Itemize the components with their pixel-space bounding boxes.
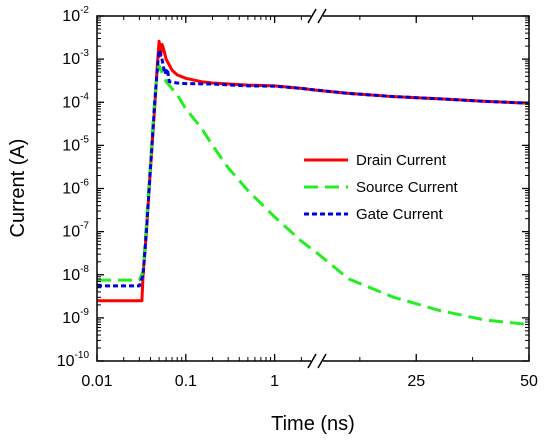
legend: Drain Current Source Current Gate Current bbox=[304, 152, 459, 223]
series-layer bbox=[97, 39, 529, 327]
series-line-drain-current bbox=[97, 39, 529, 303]
y-tick-label: 10-10 bbox=[57, 350, 90, 370]
y-tick-label: 10-6 bbox=[62, 178, 89, 198]
y-tick-label: 10-9 bbox=[62, 307, 89, 327]
legend-label: Gate Current bbox=[356, 206, 444, 223]
x-tick-label: 25 bbox=[407, 373, 425, 390]
break-mark bbox=[307, 8, 317, 24]
x-tick-label: 1 bbox=[270, 373, 279, 390]
y-tick-label: 10-3 bbox=[62, 48, 89, 68]
legend-label: Drain Current bbox=[356, 152, 447, 169]
x-tick-label: 0.01 bbox=[81, 373, 112, 390]
series-line-gate-current bbox=[97, 48, 529, 288]
x-axis-title: Time (ns) bbox=[271, 413, 355, 435]
y-tick-label: 10-2 bbox=[62, 5, 89, 25]
x-tick-label: 50 bbox=[520, 373, 538, 390]
y-tick-label: 10-8 bbox=[62, 264, 89, 284]
ticks-layer: 10-2 10-3 10-4 10-5 10-6 10-7 10-8 10-9 10-10 0.0… bbox=[57, 5, 538, 390]
y-tick-label: 10-7 bbox=[62, 221, 89, 241]
y-axis-title: Current (A) bbox=[7, 139, 29, 238]
y-tick-label: 10-5 bbox=[62, 134, 89, 154]
legend-label: Source Current bbox=[356, 179, 459, 196]
break-mark bbox=[307, 353, 317, 369]
axis-break bbox=[307, 8, 327, 369]
break-mark bbox=[317, 353, 327, 369]
y-tick-label: 10-4 bbox=[62, 91, 89, 111]
break-mark bbox=[317, 8, 327, 24]
series-line-source-current bbox=[97, 64, 529, 327]
x-tick-label: 0.1 bbox=[175, 373, 197, 390]
